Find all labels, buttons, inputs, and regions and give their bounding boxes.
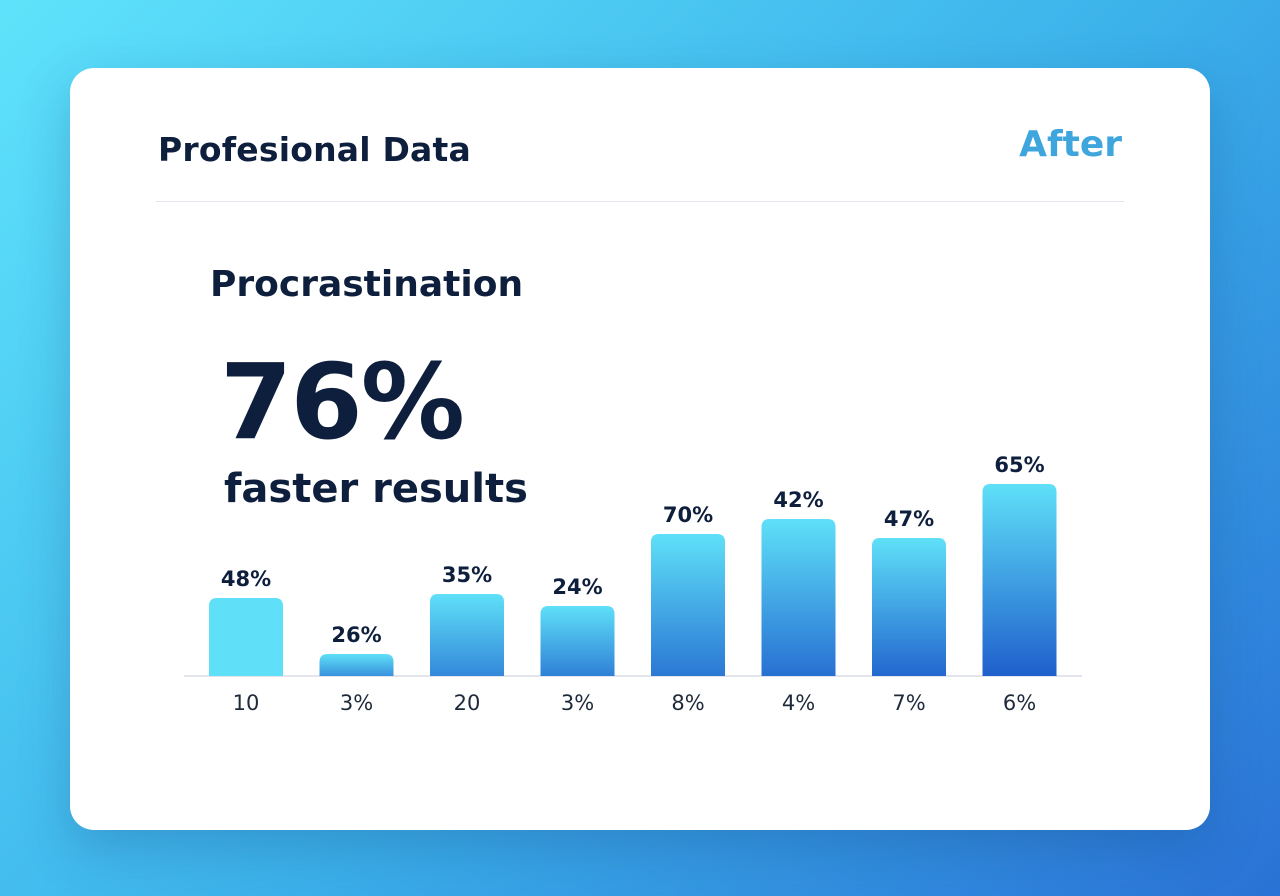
bar-chart: 48% 10 26% 3% 35% 20 24% 3% 70% 8% 42% 4% 47% 7% 65% 6% xyxy=(184,453,1082,715)
x-tick-label-5: 8% xyxy=(671,691,704,715)
x-tick-label-6: 4% xyxy=(782,691,815,715)
data-card: Profesional Data After Procrastination 7… xyxy=(70,68,1210,830)
bar-value-label-4: 24% xyxy=(552,575,602,599)
after-toggle-link[interactable]: After xyxy=(1019,124,1122,165)
bar-value-label-7: 47% xyxy=(884,507,934,531)
x-tick-label-2: 3% xyxy=(340,691,373,715)
x-tick-label-1: 10 xyxy=(233,691,260,715)
big-stat-value: 76% xyxy=(220,341,465,463)
bar-3 xyxy=(430,594,504,676)
bar-8 xyxy=(982,484,1057,676)
card-title: Profesional Data xyxy=(158,130,471,169)
bar-value-label-8: 65% xyxy=(994,453,1044,477)
bar-5 xyxy=(651,534,725,676)
section-title: Procrastination xyxy=(210,264,524,305)
x-tick-label-4: 3% xyxy=(561,691,594,715)
x-tick-label-8: 6% xyxy=(1003,691,1036,715)
bar-6 xyxy=(761,519,836,676)
bar-1 xyxy=(209,598,283,676)
x-tick-label-3: 20 xyxy=(454,691,481,715)
bar-4 xyxy=(540,606,615,676)
bar-7 xyxy=(872,538,946,676)
bar-value-label-6: 42% xyxy=(773,488,823,512)
bar-value-label-3: 35% xyxy=(442,563,492,587)
x-tick-label-7: 7% xyxy=(892,691,925,715)
header-divider xyxy=(156,201,1124,202)
bar-value-label-1: 48% xyxy=(221,567,271,591)
stat-caption: faster results xyxy=(224,466,528,512)
bar-value-label-2: 26% xyxy=(331,623,381,647)
bar-value-label-5: 70% xyxy=(663,503,713,527)
bar-2 xyxy=(319,654,394,676)
